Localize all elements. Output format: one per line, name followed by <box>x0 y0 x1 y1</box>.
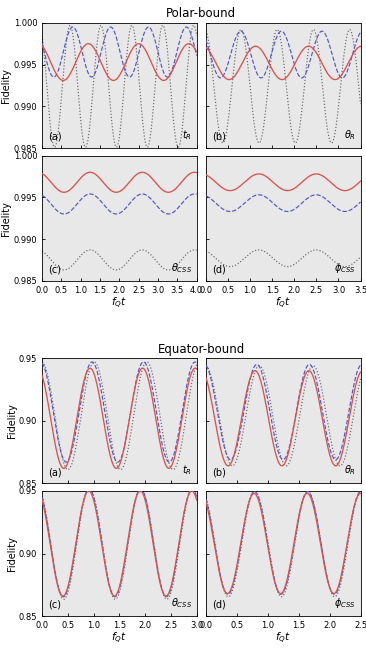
Text: (a): (a) <box>48 467 62 477</box>
Text: $\phi_{CSS}$: $\phi_{CSS}$ <box>334 261 356 274</box>
Text: $t_R$: $t_R$ <box>182 464 192 477</box>
Text: $\theta_{CSS}$: $\theta_{CSS}$ <box>171 261 192 274</box>
Text: $\theta_R$: $\theta_R$ <box>344 128 356 141</box>
X-axis label: $f_Q t$: $f_Q t$ <box>111 296 127 311</box>
Text: (d): (d) <box>212 600 226 610</box>
Y-axis label: Fidelity: Fidelity <box>1 201 11 235</box>
Y-axis label: Fidelity: Fidelity <box>1 68 11 103</box>
X-axis label: $f_Q t$: $f_Q t$ <box>275 296 291 311</box>
Text: (a): (a) <box>48 132 62 141</box>
Text: (d): (d) <box>212 265 226 274</box>
Text: (b): (b) <box>212 467 226 477</box>
Text: $\phi_{CSS}$: $\phi_{CSS}$ <box>334 596 356 610</box>
Text: Polar-bound: Polar-bound <box>166 7 236 20</box>
Text: $t_R$: $t_R$ <box>182 128 192 141</box>
Y-axis label: Fidelity: Fidelity <box>7 536 16 571</box>
Text: $\theta_R$: $\theta_R$ <box>344 464 356 477</box>
Text: (b): (b) <box>212 132 226 141</box>
Text: $\theta_{CSS}$: $\theta_{CSS}$ <box>171 596 192 610</box>
X-axis label: $f_Q t$: $f_Q t$ <box>275 631 291 647</box>
Text: (c): (c) <box>48 265 61 274</box>
Y-axis label: Fidelity: Fidelity <box>7 404 16 438</box>
Text: Equator-bound: Equator-bound <box>158 342 245 355</box>
Text: (c): (c) <box>48 600 61 610</box>
X-axis label: $f_Q t$: $f_Q t$ <box>111 631 127 647</box>
